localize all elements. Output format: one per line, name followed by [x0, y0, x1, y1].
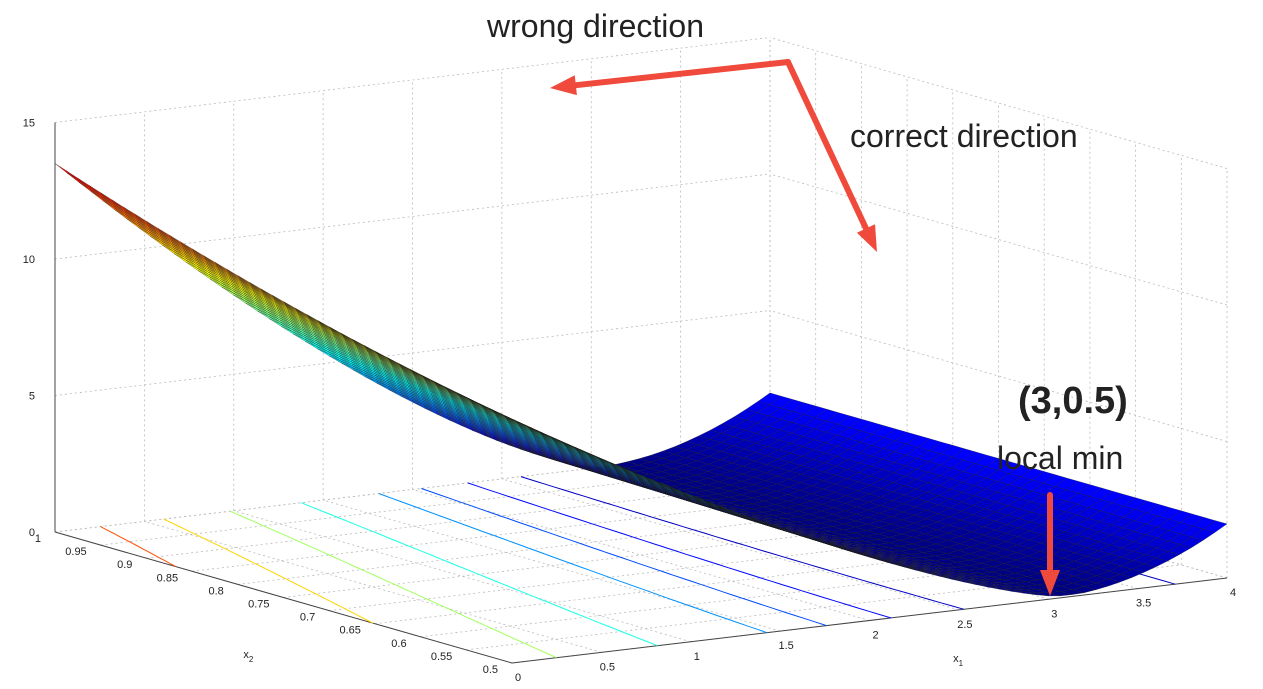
x2-tick-label: 0.5 [483, 664, 498, 676]
x2-axis-line [54, 531, 513, 664]
z-tick-label: 0 [29, 527, 35, 539]
surface-patch [78, 182, 103, 199]
correct-direction-arrow [785, 59, 877, 252]
axis-ticks: 0 0.5 1 1.5 2 2.5 3 3.5 4 0.5 0.55 0.6 0.65 0.7 0.75 0.… [23, 118, 1236, 685]
grid-line [233, 510, 691, 643]
wrong-direction-label: wrong direction [487, 8, 704, 44]
contour-line [163, 518, 374, 624]
x1-tick-label: 4 [1230, 587, 1236, 599]
grid-line [769, 37, 1228, 169]
x1-tick-label: 0 [515, 672, 521, 684]
surface-patch [54, 163, 79, 181]
grid-line [769, 310, 1228, 442]
z-tick-label: 10 [23, 254, 35, 266]
contour-line [230, 510, 557, 659]
x1-tick-label: 3 [1051, 608, 1057, 620]
surface-patch [78, 179, 102, 197]
direction-arrows [550, 59, 1060, 596]
surface-patch [101, 196, 126, 213]
x2-tick-label: 0.85 [157, 572, 178, 584]
x1-tick-label: 2.5 [957, 619, 972, 631]
x2-tick-label: 0.6 [391, 638, 406, 650]
surface-patch [89, 187, 114, 204]
x2-tick-label: 0.9 [117, 559, 132, 571]
x1-axis-line [511, 577, 1228, 664]
surface-patch [66, 170, 90, 188]
x2-axis-label: x2 [243, 649, 254, 664]
surface-patch [66, 172, 91, 190]
x2-tick-label: 0.7 [300, 612, 315, 624]
wrong-direction-arrow [550, 59, 791, 96]
x2-tick-label: 0.8 [209, 585, 224, 597]
x1-tick-label: 0.5 [600, 661, 615, 673]
surface-patch [1203, 520, 1228, 533]
grid-line [54, 37, 771, 123]
z-tick-label: 5 [29, 391, 35, 403]
grid-line [501, 478, 959, 611]
grid-line [54, 173, 771, 260]
grid-line [144, 520, 602, 653]
local-min-label: local min [997, 440, 1124, 476]
x2-tick-label: 0.95 [65, 546, 86, 558]
x1-axis-label: x1 [953, 653, 964, 668]
contour-line [100, 526, 176, 568]
x2-tick-label: 0.65 [339, 625, 360, 637]
contour-line [301, 502, 658, 647]
contour-line [467, 482, 892, 619]
x2-tick-label: 1 [35, 533, 41, 545]
contour-line [378, 493, 768, 634]
grid-line [769, 173, 1228, 306]
grid-line [412, 489, 870, 621]
x1-tick-label: 3.5 [1136, 598, 1151, 610]
x1-tick-label: 2 [872, 630, 878, 642]
correct-direction-label: correct direction [850, 118, 1078, 154]
x2-tick-label: 0.75 [248, 599, 269, 611]
surface-mesh [54, 163, 1228, 597]
grid-line [323, 499, 781, 632]
contour-line [421, 488, 827, 627]
local-min-point-label: (3,0.5) [1018, 380, 1128, 422]
grid-line [54, 310, 771, 396]
x1-tick-label: 1.5 [778, 640, 793, 652]
z-tick-label: 15 [23, 118, 35, 130]
local-min-arrow [1040, 492, 1060, 596]
x1-tick-label: 1 [694, 651, 700, 663]
x2-tick-label: 0.55 [431, 651, 452, 663]
surface-patch [90, 189, 114, 206]
